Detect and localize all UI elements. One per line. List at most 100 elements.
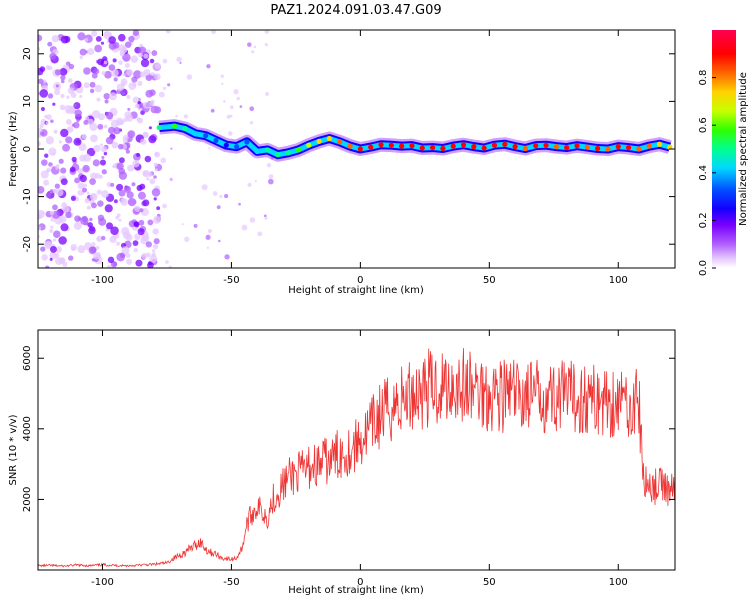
noise-speckle <box>67 78 73 83</box>
snr-frame <box>37 329 676 571</box>
trace-point <box>522 145 529 152</box>
noise-speckle <box>149 58 155 64</box>
noise-speckle <box>218 239 221 243</box>
trace-point <box>584 144 590 150</box>
noise-speckle <box>138 46 147 55</box>
noise-speckle <box>123 185 132 193</box>
noise-speckle <box>45 121 49 125</box>
noise-speckle <box>153 197 157 201</box>
noise-speckle <box>116 162 124 170</box>
noise-speckle <box>41 254 48 261</box>
noise-speckle <box>249 106 255 112</box>
noise-speckle <box>101 155 105 159</box>
trace-point <box>605 146 611 152</box>
noise-speckle <box>221 82 224 86</box>
trace-point <box>615 144 621 150</box>
noise-speckle <box>43 179 50 186</box>
noise-speckle <box>70 243 78 251</box>
noise-speckle <box>69 166 76 173</box>
noise-speckle <box>126 69 134 76</box>
noise-speckle <box>130 55 139 63</box>
noise-speckle <box>132 30 140 36</box>
noise-speckle <box>47 41 53 47</box>
y-tick-label: 0 <box>22 146 33 152</box>
noise-speckle <box>125 114 134 122</box>
noise-speckle <box>110 182 115 187</box>
noise-speckle <box>101 190 109 198</box>
noise-speckle <box>45 65 51 70</box>
noise-speckle <box>39 89 49 98</box>
trace-point <box>512 144 518 150</box>
noise-speckle <box>113 127 121 135</box>
noise-speckle <box>87 222 93 228</box>
noise-speckle <box>127 107 131 111</box>
noise-speckle <box>103 92 111 100</box>
noise-speckle <box>145 89 154 98</box>
noise-speckle <box>139 208 144 213</box>
noise-speckle <box>226 114 231 119</box>
noise-speckle <box>139 183 146 190</box>
noise-speckle <box>267 178 274 185</box>
noise-speckle <box>50 217 55 222</box>
noise-speckle <box>116 241 121 246</box>
noise-speckle <box>151 249 156 253</box>
noise-speckle <box>140 138 147 145</box>
noise-speckle <box>61 202 68 209</box>
trace-point <box>419 145 425 151</box>
noise-speckle <box>144 155 152 163</box>
noise-speckle <box>58 236 67 245</box>
noise-speckle <box>97 58 104 66</box>
noise-speckle <box>39 66 46 72</box>
noise-speckle <box>89 81 96 88</box>
noise-speckle <box>238 202 241 206</box>
noise-speckle <box>122 231 131 240</box>
noise-speckle <box>236 96 240 101</box>
noise-speckle <box>105 136 114 145</box>
noise-speckle <box>41 159 48 166</box>
noise-speckle <box>62 261 68 267</box>
noise-speckle <box>70 195 76 201</box>
trace-point <box>275 152 281 158</box>
noise-speckle <box>160 157 167 164</box>
noise-speckle <box>68 255 74 261</box>
colorbar-tick-label: 0.2 <box>698 212 709 228</box>
noise-speckle <box>153 238 160 245</box>
noise-speckle <box>112 261 118 267</box>
noise-speckle <box>73 121 80 129</box>
noise-speckle <box>142 170 150 178</box>
noise-speckle <box>125 149 131 154</box>
noise-speckle <box>201 184 208 191</box>
noise-speckle <box>86 147 96 157</box>
noise-speckle <box>113 77 118 82</box>
noise-speckle <box>90 246 97 253</box>
noise-speckle <box>137 80 143 87</box>
noise-speckle <box>118 218 122 222</box>
noise-speckle <box>186 74 193 80</box>
noise-speckle <box>86 191 90 195</box>
noise-speckle <box>118 157 125 164</box>
noise-speckle <box>40 106 45 112</box>
noise-speckle <box>82 164 90 173</box>
noise-speckle <box>45 265 50 268</box>
trace-point <box>337 139 343 145</box>
noise-speckle <box>108 92 117 101</box>
x-tick-label: 0 <box>357 275 363 286</box>
noise-speckle <box>94 44 103 53</box>
noise-speckle <box>137 228 145 236</box>
noise-speckle <box>74 215 81 223</box>
noise-speckle <box>67 87 75 95</box>
noise-speckle <box>96 97 101 102</box>
x-tick-label: 0 <box>357 577 363 588</box>
noise-speckle <box>216 205 221 210</box>
noise-speckle <box>116 252 125 262</box>
noise-speckle <box>74 109 82 117</box>
noise-speckle <box>121 46 126 51</box>
noise-speckle <box>66 95 70 99</box>
noise-speckle <box>54 183 61 189</box>
noise-speckle <box>106 264 113 268</box>
noise-speckle <box>206 64 211 69</box>
noise-speckle <box>110 119 119 128</box>
noise-speckle <box>59 104 66 111</box>
